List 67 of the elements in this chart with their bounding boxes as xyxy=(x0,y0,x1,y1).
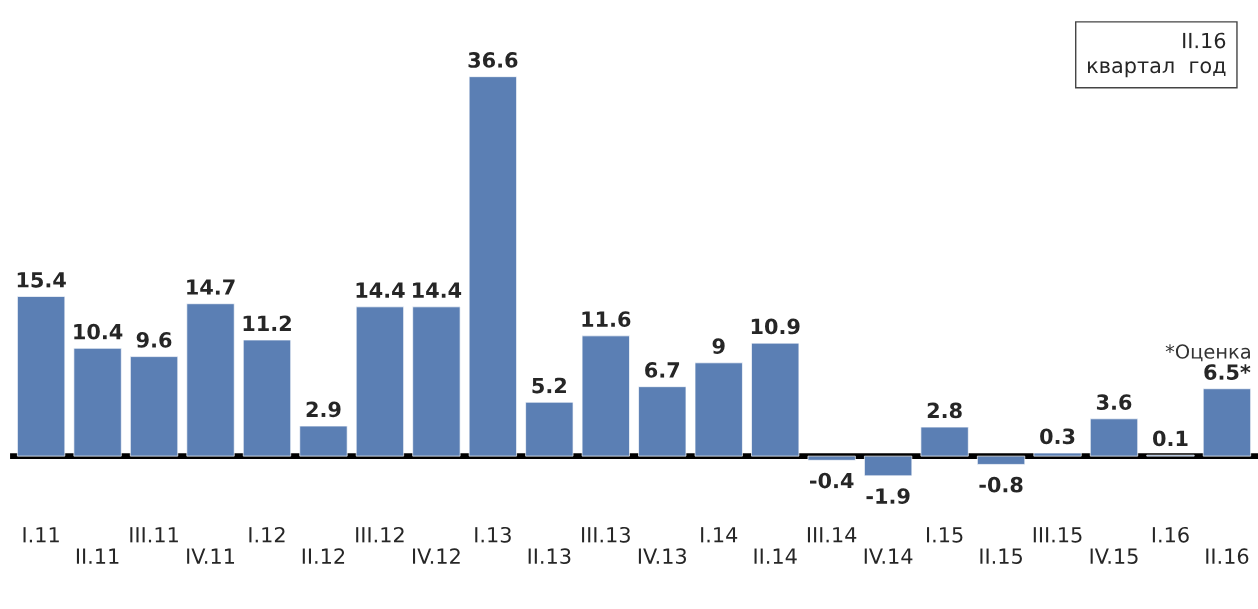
data-label: 15.4 xyxy=(17,272,66,288)
annotation: *Оценка xyxy=(1165,344,1250,362)
data-label: -1.9 xyxy=(866,488,910,504)
bar xyxy=(1202,388,1252,457)
bar xyxy=(525,401,574,457)
data-label: 6.5* xyxy=(1204,364,1251,380)
bar xyxy=(1089,418,1139,457)
bar xyxy=(299,425,348,457)
data-label: -0.4 xyxy=(810,472,854,489)
x-tick-label: IV.11 xyxy=(187,548,235,564)
bar xyxy=(412,306,461,457)
x-tick-label: I.12 xyxy=(249,526,285,543)
x-tick-label: II.13 xyxy=(528,548,571,565)
bar xyxy=(129,356,179,457)
data-label: 2.8 xyxy=(927,402,962,419)
x-tick-label: IV.12 xyxy=(413,548,460,564)
bar xyxy=(17,296,66,457)
data-label: 11.2 xyxy=(243,315,291,331)
x-tick-label: IV.13 xyxy=(638,548,687,565)
x-tick-label: I.15 xyxy=(927,527,963,543)
bar xyxy=(807,455,856,461)
x-tick-label: II.14 xyxy=(754,548,797,564)
data-label: 9 xyxy=(712,338,725,354)
x-tick-label: IV.14 xyxy=(864,548,913,564)
x-tick-label: IV.15 xyxy=(1090,548,1138,565)
x-tick-label: II.11 xyxy=(76,548,119,564)
x-tick-label: II.12 xyxy=(302,548,345,564)
x-tick-label: I.13 xyxy=(475,526,511,543)
data-label: 10.9 xyxy=(751,318,800,335)
x-tick-label: II.16 xyxy=(1206,548,1249,565)
data-label: 14.4 xyxy=(413,282,462,298)
x-tick-label: I.11 xyxy=(23,527,59,543)
x-tick-label: III.12 xyxy=(356,526,404,543)
x-tick-label: III.11 xyxy=(130,527,178,543)
data-label: 36.6 xyxy=(468,52,518,68)
bar xyxy=(638,386,687,457)
bar xyxy=(186,303,235,457)
x-tick-label: III.13 xyxy=(582,526,630,543)
data-label: -0.8 xyxy=(979,476,1023,493)
data-label: 0.3 xyxy=(1040,428,1075,445)
data-label: 14.7 xyxy=(187,279,235,295)
x-tick-label: II.15 xyxy=(980,548,1022,565)
data-label: 11.6 xyxy=(582,311,631,328)
bar xyxy=(694,362,743,457)
x-tick-label: I.16 xyxy=(1152,526,1189,543)
data-label: 2.9 xyxy=(306,401,341,418)
bar xyxy=(242,339,292,457)
data-label: 3.6 xyxy=(1096,394,1132,410)
data-label: 14.4 xyxy=(356,282,405,298)
data-label: 0.1 xyxy=(1153,430,1188,447)
bar xyxy=(468,76,517,457)
data-label: 10.4 xyxy=(74,323,123,340)
bar xyxy=(581,335,630,457)
data-label: 6.7 xyxy=(645,362,680,378)
data-label: 9.6 xyxy=(136,332,172,348)
data-label: 5.2 xyxy=(532,377,566,394)
bar xyxy=(73,347,122,457)
bar xyxy=(864,455,913,477)
bar xyxy=(355,306,404,457)
x-tick-label: III.15 xyxy=(1033,527,1082,543)
bar xyxy=(977,455,1026,465)
bar xyxy=(751,342,800,457)
x-tick-label: I.14 xyxy=(701,527,738,543)
bar xyxy=(1033,452,1082,457)
bar xyxy=(920,426,969,457)
x-tick-label: III.14 xyxy=(807,527,857,543)
annotation: II.16 квартал год xyxy=(1088,32,1226,78)
